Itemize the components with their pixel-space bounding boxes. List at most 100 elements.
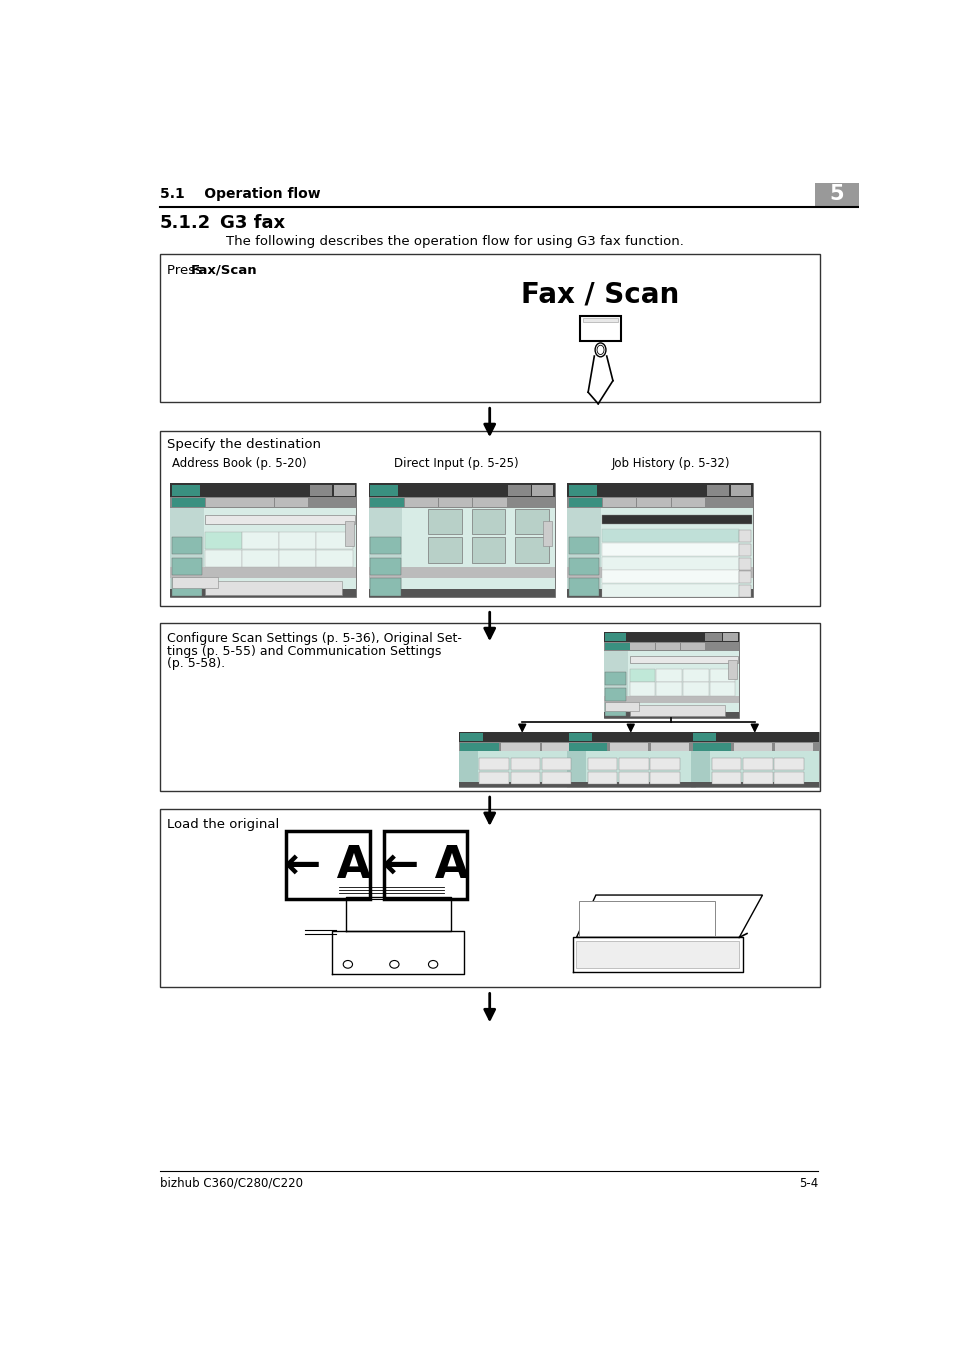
Text: The following describes the operation flow for using G3 fax function.: The following describes the operation fl…	[226, 235, 683, 248]
Bar	[458, 751, 477, 787]
Bar	[568, 558, 598, 575]
Bar	[602, 498, 636, 508]
Ellipse shape	[390, 960, 398, 968]
Bar	[274, 498, 308, 508]
Text: Configure Scan Settings (p. 5-36), Original Set-: Configure Scan Settings (p. 5-36), Origi…	[167, 632, 461, 645]
Bar	[739, 558, 750, 570]
Bar	[171, 589, 356, 597]
Bar	[637, 498, 670, 508]
Ellipse shape	[597, 346, 603, 355]
Bar	[603, 651, 627, 718]
Bar	[515, 537, 548, 563]
Bar	[472, 537, 505, 563]
Bar	[629, 656, 737, 663]
Bar	[587, 772, 617, 784]
Bar	[682, 683, 708, 695]
Text: Load the original: Load the original	[167, 818, 279, 832]
Bar	[515, 509, 548, 535]
Text: 5.1.2: 5.1.2	[159, 213, 211, 232]
Bar	[691, 732, 819, 787]
Bar	[727, 660, 736, 679]
Bar	[206, 498, 239, 508]
Bar	[369, 483, 555, 597]
Bar	[479, 759, 509, 771]
Bar	[706, 485, 728, 495]
Bar	[458, 782, 586, 787]
Bar	[567, 508, 600, 597]
Bar	[604, 672, 626, 686]
Bar	[532, 485, 553, 495]
Text: Specify the destination: Specify the destination	[167, 439, 321, 451]
Bar	[601, 556, 739, 570]
Bar	[629, 683, 655, 695]
Bar	[650, 772, 679, 784]
Bar	[383, 832, 467, 899]
Bar	[568, 743, 606, 751]
Bar	[739, 531, 750, 543]
Bar	[773, 759, 802, 771]
Bar	[601, 514, 751, 524]
Bar	[691, 751, 710, 787]
Text: Press: Press	[167, 263, 207, 277]
Bar	[629, 705, 724, 716]
Bar	[730, 485, 751, 495]
Bar	[369, 589, 555, 597]
Bar	[739, 544, 750, 556]
Bar	[171, 567, 356, 578]
Bar	[473, 498, 506, 508]
Bar	[579, 316, 620, 340]
Bar	[604, 703, 626, 717]
Bar	[567, 732, 695, 741]
Bar	[404, 498, 437, 508]
Bar	[568, 485, 596, 495]
Bar	[205, 549, 241, 567]
Text: G3 fax: G3 fax	[220, 213, 285, 232]
Bar	[567, 483, 753, 597]
Bar	[630, 643, 654, 649]
Bar	[567, 751, 586, 787]
Bar	[279, 549, 315, 567]
Ellipse shape	[428, 960, 437, 968]
Text: 5.1    Operation flow: 5.1 Operation flow	[159, 188, 320, 201]
Bar	[567, 483, 753, 497]
Bar	[159, 809, 819, 987]
Bar	[369, 497, 555, 508]
Bar	[438, 498, 472, 508]
Bar	[704, 633, 720, 641]
Bar	[510, 759, 539, 771]
Bar	[576, 941, 739, 968]
Bar	[370, 537, 400, 555]
Bar	[655, 643, 679, 649]
Bar	[369, 483, 555, 497]
Text: Address Book (p. 5-20): Address Book (p. 5-20)	[172, 456, 306, 470]
Bar	[242, 532, 278, 549]
Bar	[656, 668, 681, 682]
Bar	[682, 668, 708, 682]
Bar	[159, 431, 819, 606]
Bar	[159, 624, 819, 791]
Bar	[650, 759, 679, 771]
Text: (p. 5-58).: (p. 5-58).	[167, 657, 225, 670]
Bar	[733, 743, 771, 751]
Bar	[680, 643, 704, 649]
Bar	[541, 743, 579, 751]
Bar	[603, 632, 739, 643]
Bar	[172, 485, 199, 495]
Text: Fax / Scan: Fax / Scan	[520, 281, 679, 308]
Bar	[692, 743, 730, 751]
Bar	[618, 759, 648, 771]
Ellipse shape	[595, 343, 605, 356]
Bar	[171, 483, 356, 597]
Bar	[609, 743, 647, 751]
Bar	[240, 498, 274, 508]
Bar	[568, 498, 601, 508]
Bar	[205, 580, 342, 595]
Text: 5-4: 5-4	[799, 1176, 818, 1189]
Text: ← A: ← A	[284, 844, 371, 887]
Bar	[671, 498, 704, 508]
Bar	[722, 633, 737, 641]
Bar	[773, 772, 802, 784]
Bar	[603, 632, 739, 718]
Bar	[568, 578, 598, 595]
Bar	[205, 514, 355, 524]
